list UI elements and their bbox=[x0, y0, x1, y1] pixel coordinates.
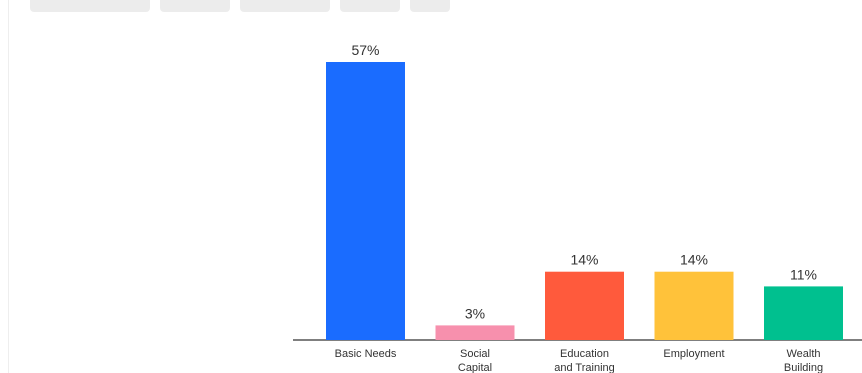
bars-group: 57% Basic Needs 3% Social Capital 14% Educatio… bbox=[326, 42, 843, 373]
category-label-wealth-building: Wealth Building bbox=[784, 348, 823, 373]
bar-social-capital bbox=[435, 325, 515, 340]
category-label-line: Building bbox=[784, 362, 823, 373]
bar-wealth-building bbox=[764, 286, 843, 340]
category-label-education-and-training: Education and Training bbox=[554, 348, 615, 373]
value-label-wealth-building: 11% bbox=[790, 266, 817, 282]
bar-employment bbox=[654, 271, 734, 340]
category-label-social-capital: Social Capital bbox=[458, 348, 492, 373]
panel-divider bbox=[8, 0, 9, 373]
category-label-basic-needs: Basic Needs bbox=[335, 348, 397, 360]
bar-education-and-training bbox=[545, 271, 624, 340]
value-label-social-capital: 3% bbox=[465, 305, 485, 321]
cropped-heading bbox=[30, 0, 510, 12]
category-label-line: Wealth bbox=[786, 348, 820, 360]
category-label-employment: Employment bbox=[663, 348, 724, 360]
value-label-basic-needs: 57% bbox=[351, 42, 379, 58]
category-label-line: Basic Needs bbox=[335, 348, 397, 360]
category-label-line: Employment bbox=[663, 348, 724, 360]
value-label-employment: 14% bbox=[680, 252, 708, 268]
value-label-education-and-training: 14% bbox=[570, 252, 598, 268]
category-label-line: Capital bbox=[458, 362, 492, 373]
category-label-line: Social bbox=[460, 348, 490, 360]
bar-basic-needs bbox=[326, 62, 405, 340]
category-label-line: Education bbox=[560, 348, 609, 360]
category-label-line: and Training bbox=[554, 362, 615, 373]
